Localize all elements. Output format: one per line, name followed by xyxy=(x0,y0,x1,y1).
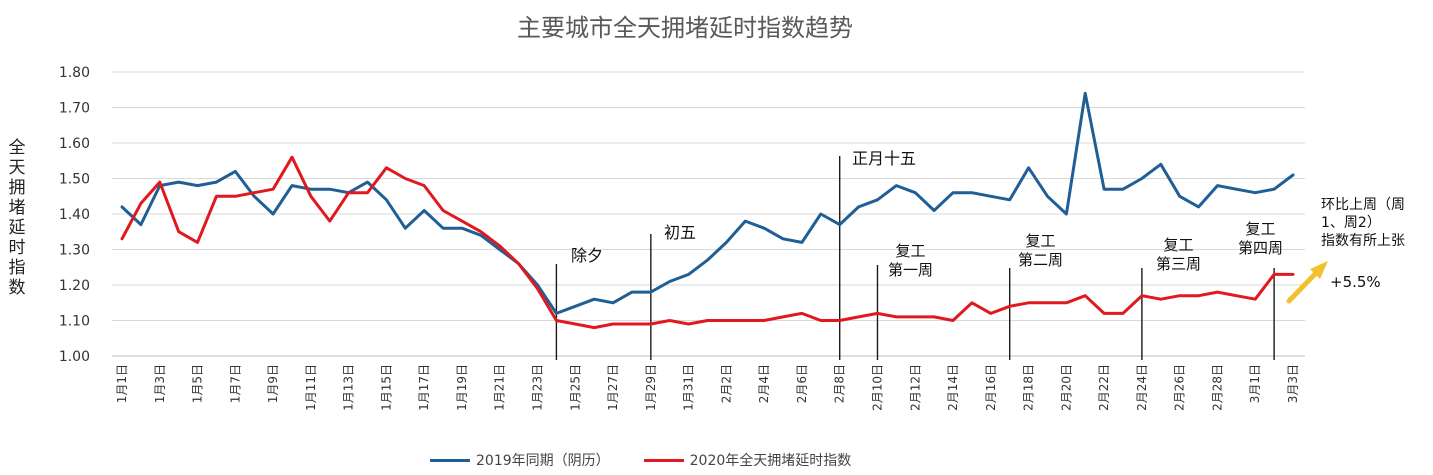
x-tick-label: 2月2日 xyxy=(719,364,733,403)
y-tick-label: 1.70 xyxy=(59,101,90,117)
x-tick-label: 2月22日 xyxy=(1097,364,1111,411)
x-tick-label: 1月31日 xyxy=(682,364,696,411)
y-tick-label: 1.00 xyxy=(59,349,90,365)
x-tick-label: 3月3日 xyxy=(1286,364,1300,403)
legend-label-2020: 2020年全天拥堵延时指数 xyxy=(689,453,852,469)
y-tick-label: 1.50 xyxy=(59,172,90,188)
annotation-day-five: 初五 xyxy=(664,223,697,242)
legend-label-2019: 2019年同期（阴历） xyxy=(476,453,610,469)
x-tick-label: 2月20日 xyxy=(1059,364,1073,411)
x-tick-label: 1月27日 xyxy=(606,364,620,411)
y-tick-label: 1.20 xyxy=(59,278,90,294)
x-tick-label: 2月18日 xyxy=(1022,364,1036,411)
x-tick-label: 2月24日 xyxy=(1135,364,1149,411)
x-tick-label: 2月12日 xyxy=(908,364,922,411)
legend: 2019年同期（阴历） 2020年全天拥堵延时指数 xyxy=(430,450,851,470)
x-tick-label: 1月19日 xyxy=(455,364,469,411)
x-tick-label: 1月3日 xyxy=(153,364,167,403)
annotation-work-week-3: 复工 第三周 xyxy=(1156,236,1202,273)
x-tick-label: 2月4日 xyxy=(757,364,771,403)
series-line-2019 xyxy=(120,91,1295,315)
x-tick-label: 2月28日 xyxy=(1210,364,1224,411)
x-tick-label: 1月13日 xyxy=(342,364,356,411)
annotation-lantern-festival: 正月十五 xyxy=(852,149,917,168)
x-tick-label: 1月7日 xyxy=(228,364,242,403)
arrow-icon xyxy=(1286,270,1319,304)
x-tick-label: 1月25日 xyxy=(568,364,582,411)
x-tick-label: 2月16日 xyxy=(984,364,998,411)
chart-title: 主要城市全天拥堵延时指数趋势 xyxy=(517,14,853,42)
x-tick-label: 1月11日 xyxy=(304,364,318,411)
annotation-new-years-eve: 除夕 xyxy=(571,246,604,265)
annotation-work-week-1: 复工 第一周 xyxy=(888,242,934,279)
x-tick-label: 2月10日 xyxy=(870,364,884,411)
x-tick-label: 2月8日 xyxy=(833,364,847,403)
x-tick-label: 2月26日 xyxy=(1173,364,1187,411)
y-axis-label: 全天拥堵延时指数 xyxy=(8,138,26,298)
annotation-work-week-2: 复工 第二周 xyxy=(1018,232,1064,269)
x-tick-label: 1月9日 xyxy=(266,364,280,403)
x-tick-label: 3月1日 xyxy=(1248,364,1262,403)
legend-swatch-2019 xyxy=(430,458,470,462)
arrow-head-icon xyxy=(1310,261,1328,279)
y-tick-label: 1.60 xyxy=(59,136,90,152)
y-tick-label: 1.40 xyxy=(59,207,90,223)
x-tick-label: 2月6日 xyxy=(795,364,809,403)
legend-swatch-2020 xyxy=(643,458,684,462)
y-tick-label: 1.80 xyxy=(59,65,90,81)
side-note-text: 环比上周（周 1、周2） 指数有所上张 xyxy=(1321,197,1405,249)
y-tick-label: 1.10 xyxy=(59,314,90,330)
x-tick-label: 1月1日 xyxy=(115,364,129,403)
x-tick-label: 1月15日 xyxy=(379,364,393,411)
x-tick-label: 1月23日 xyxy=(531,364,545,411)
annotation-work-week-4: 复工 第四周 xyxy=(1238,220,1284,257)
legend-item-2020: 2020年全天拥堵延时指数 xyxy=(643,450,852,470)
x-tick-label: 1月17日 xyxy=(417,364,431,411)
legend-item-2019: 2019年同期（阴历） xyxy=(430,450,610,470)
y-tick-label: 1.30 xyxy=(59,243,90,259)
side-note-value: +5.5% xyxy=(1330,273,1381,291)
x-tick-label: 2月14日 xyxy=(946,364,960,411)
x-tick-label: 1月21日 xyxy=(493,364,507,411)
series-line-2020 xyxy=(120,155,1295,330)
x-tick-label: 1月29日 xyxy=(644,364,658,411)
x-tick-label: 1月5日 xyxy=(191,364,205,403)
